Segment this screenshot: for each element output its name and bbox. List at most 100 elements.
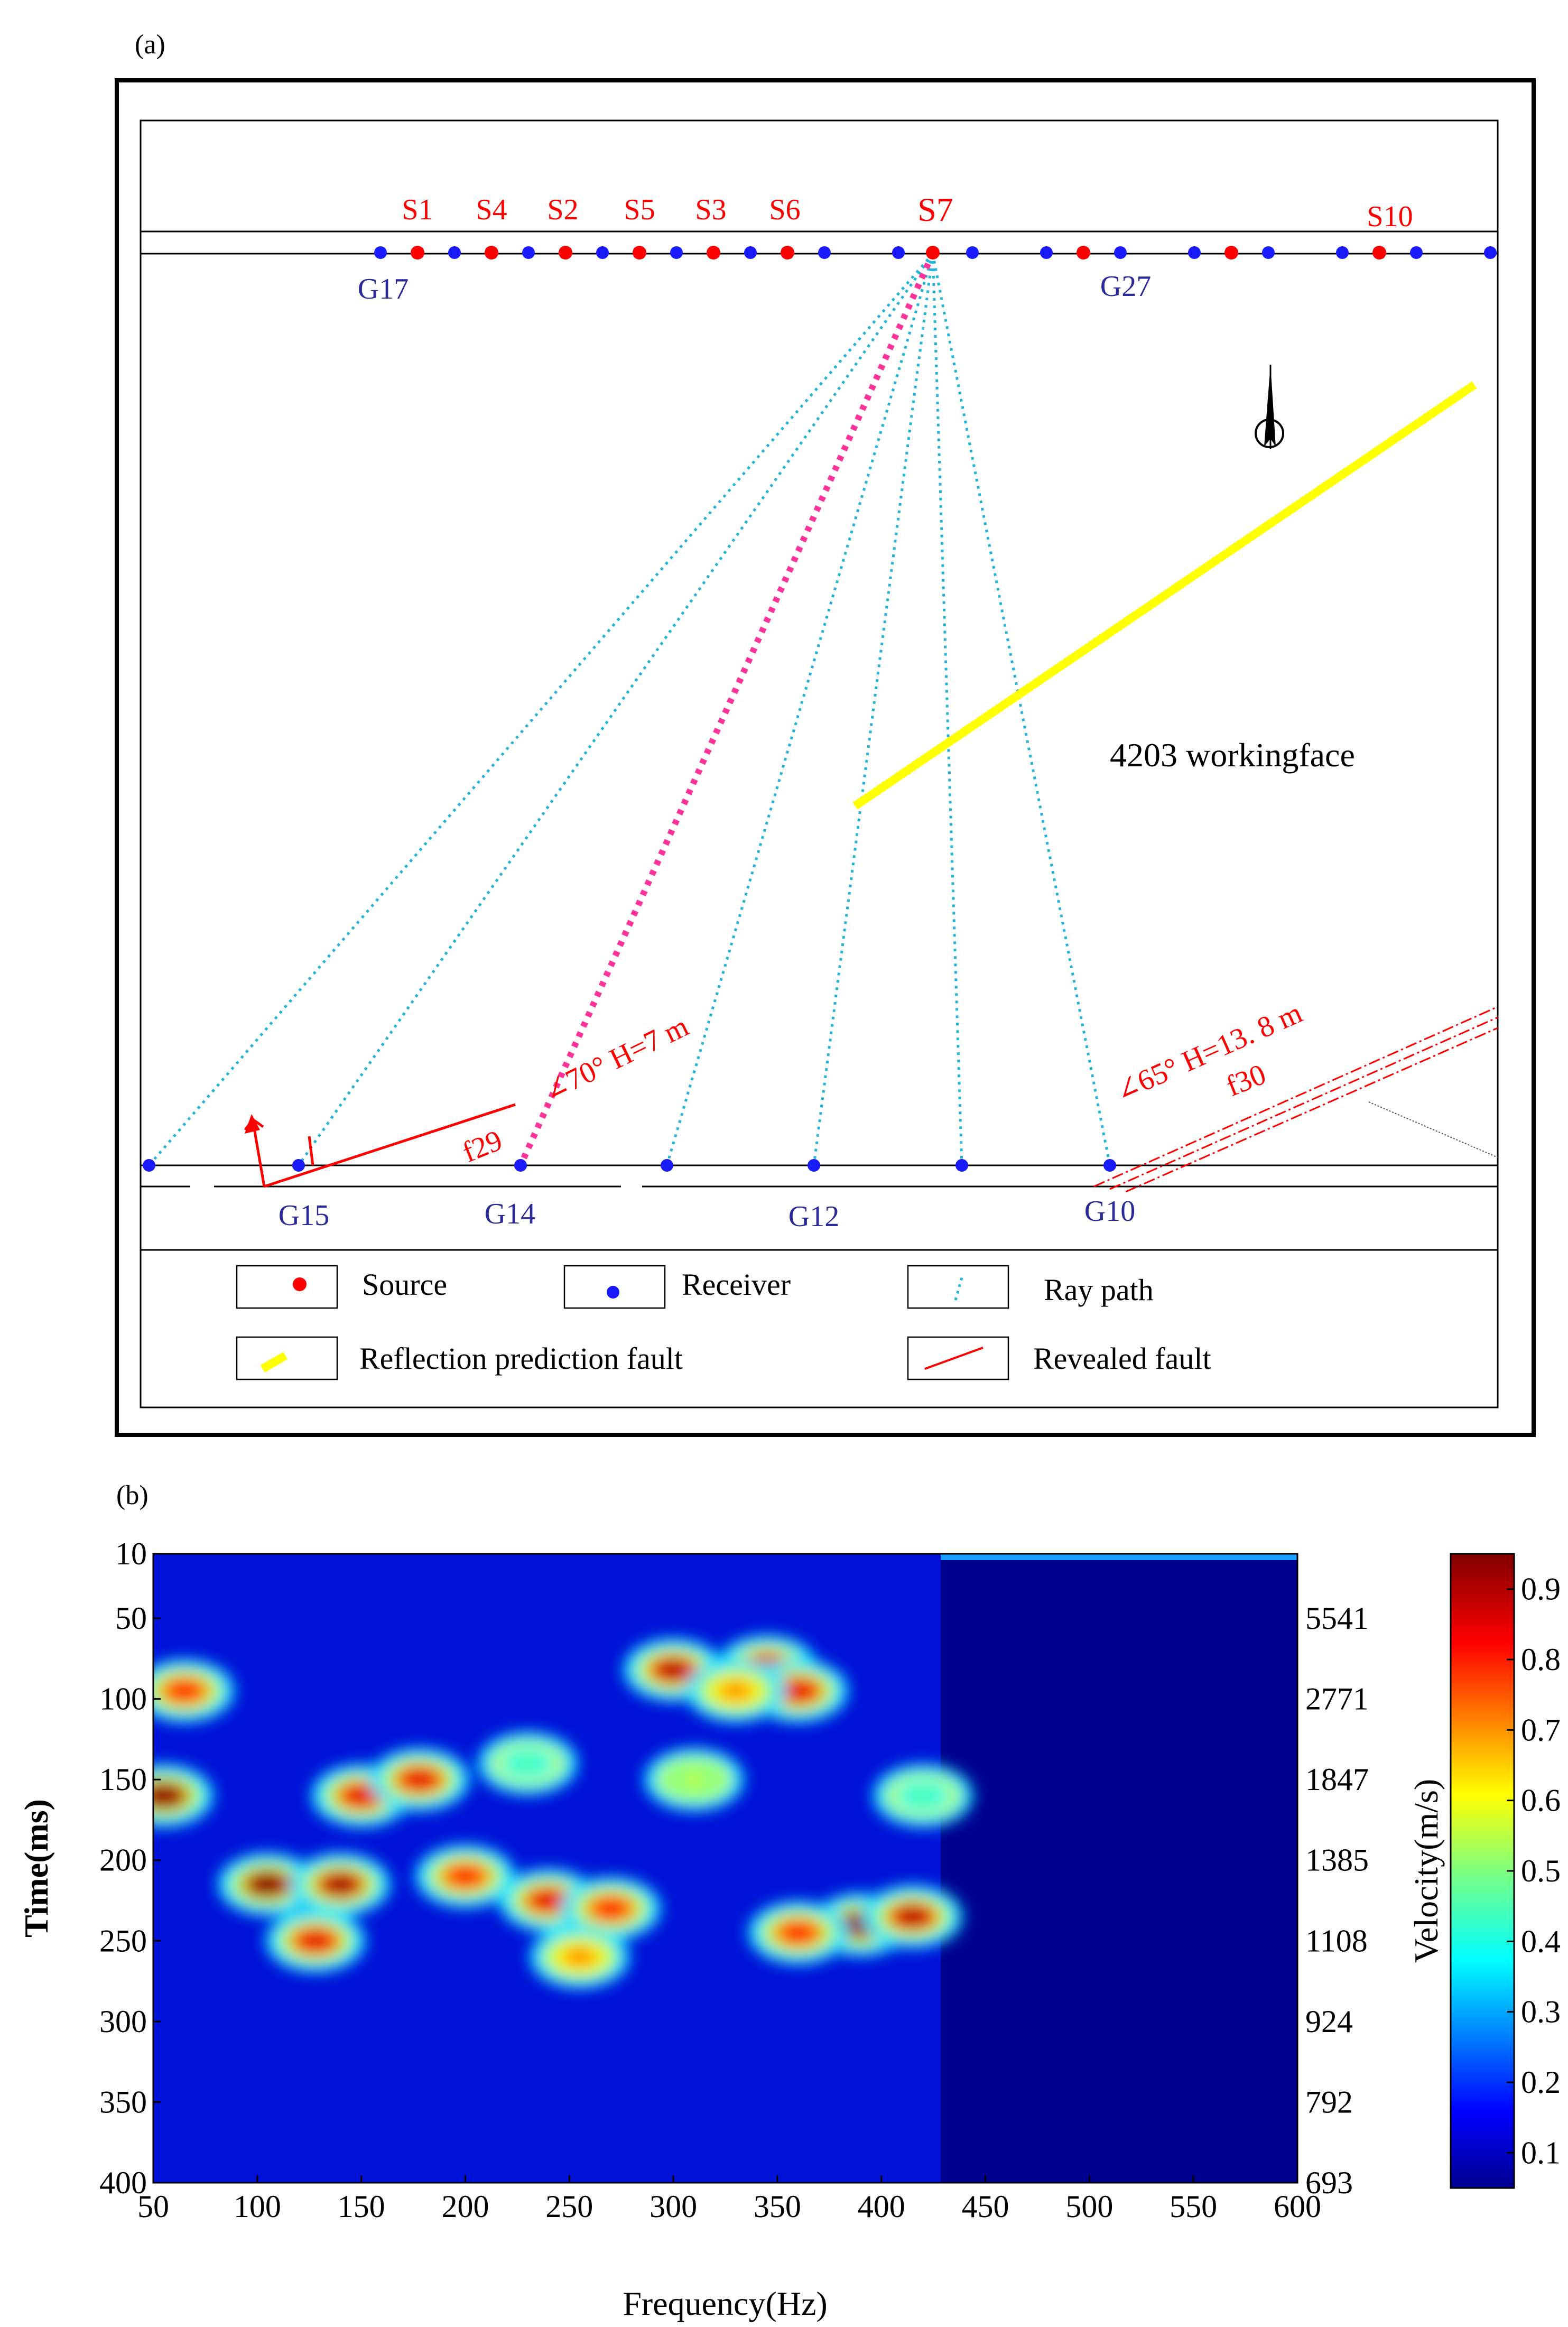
panel-b-label: (b) [116,1480,149,1510]
source-dot-s6 [781,246,794,259]
ray-path-g13 [665,253,934,1166]
label-s5: S5 [624,193,655,226]
source-dot-s7 [926,246,940,259]
receiver-dot [1410,246,1423,259]
ray-path-g11 [931,253,963,1166]
legend-raypath-icon [954,1273,964,1301]
colorbar-tick-label: 0.7 [1521,1712,1561,1747]
bottom-receivers [143,1159,1116,1172]
label-g12: G12 [788,1200,839,1233]
label-g14: G14 [485,1198,535,1230]
source-dot-s4 [485,246,498,259]
heatmap-hotspot [324,1875,357,1894]
heatmap-hotspot [153,1786,180,1805]
x-tick-label: 600 [1274,2189,1321,2224]
panel-a-label: (a) [135,30,165,60]
right-tick-label: 1108 [1305,1923,1368,1958]
right-tick-label: 1847 [1305,1762,1369,1797]
colorbar-tick-label: 0.9 [1521,1572,1561,1607]
source-dot-s2 [559,246,572,259]
x-tick-label: 150 [338,2189,385,2224]
receiver-dot [292,1159,305,1172]
receiver-dot [522,246,535,259]
source-dot-s10 [1372,246,1386,259]
colorbar-tick-label: 0.8 [1521,1642,1561,1677]
receiver-dot [808,1159,820,1172]
source-labels: S1 S4 S2 S5 S3 S6 S7 S10 [402,191,1413,233]
heatmap-hotspot [678,1770,710,1790]
label-s1: S1 [402,193,433,226]
colorbar-tick-label: 0.3 [1521,1995,1561,2029]
colorbar [1450,1553,1515,2189]
y-tick-label: 300 [99,2004,147,2039]
heatmap-hotspot [252,1875,284,1894]
receiver-dot [955,1159,968,1172]
receiver-dot [596,246,609,259]
receiver-dot [143,1159,155,1172]
ray-paths [148,253,1111,1166]
y-tick-label: 250 [99,1923,147,1958]
top-receivers [374,246,1497,259]
heatmap-hotspot [449,1867,481,1886]
label-s10: S10 [1367,200,1413,233]
heatmap-hotspot [907,1786,939,1805]
heatmap-hotspot [403,1770,435,1790]
right-tick-label: 924 [1305,2004,1353,2039]
x-tick-label: 450 [962,2189,1009,2224]
right-tick-label: 2771 [1305,1682,1369,1717]
heatmap-hotspot [345,1786,377,1805]
receiver-dot [661,1159,673,1172]
label-g17: G17 [358,273,409,305]
heatmap-hotspot [782,1923,814,1943]
legend-reflection-icon [260,1352,288,1373]
north-arrow-icon [1255,365,1284,449]
legend-reflection-box [236,1336,338,1380]
x-tick-label: 200 [441,2189,489,2224]
label-s7: S7 [917,191,953,228]
heatmap-top-band [941,1554,1297,1560]
receiver-dot [1336,246,1349,259]
legend-receiver-box [563,1265,666,1309]
legend-reflection-label: Reflection prediction fault [359,1341,683,1376]
spectrogram-chart: 50 100 150 200 250 300 350 400 450 500 550 600 10 50… [17,1536,1561,2322]
x-tick-label: 550 [1170,2189,1217,2224]
reflection-prediction-fault [852,381,1477,810]
receiver-dot [1103,1159,1116,1172]
legend-receiver-label: Receiver [682,1267,791,1302]
right-tick-label: 792 [1305,2084,1353,2119]
receiver-dot [514,1159,527,1172]
fault-f30 [1093,1006,1498,1193]
inner-frame [140,119,1499,1408]
top-sources [411,246,1386,259]
legend-raypath-label: Ray path [1044,1273,1154,1307]
f29-annotation: ∠70° H=7 m [539,1010,694,1108]
label-g10: G10 [1084,1195,1135,1228]
right-tick-label: 1385 [1305,1843,1369,1878]
heatmap-hotspot [512,1754,544,1773]
heatmap-hotspot [563,1947,596,1967]
colorbar-tick-label: 0.2 [1521,2065,1561,2100]
label-g27: G27 [1100,270,1151,303]
heatmap-layer [153,1554,1297,2183]
receiver-dot [1484,246,1497,259]
receiver-dot [670,246,683,259]
right-tick-label: 5541 [1305,1601,1369,1636]
heatmap-hotspot [169,1681,201,1701]
heatmap-hotspot [300,1931,332,1951]
f29-name: f29 [458,1124,507,1169]
receiver-dot [744,246,757,259]
legend-raypath-box [907,1265,1009,1309]
y-tick-label: 100 [99,1682,147,1717]
fault-f29-arrowhead [245,1114,260,1134]
legend-receiver-icon [607,1286,619,1299]
y-tick-label: 150 [99,1762,147,1797]
ray-path-g15 [297,253,934,1166]
legend-revealed-box [907,1336,1009,1380]
y-tick-label: 10 [115,1536,147,1571]
y-tick-label: 350 [99,2084,147,2119]
label-s3: S3 [695,193,726,226]
x-tick-label: 50 [137,2189,169,2224]
legend-source-label: Source [362,1267,447,1302]
receiver-dot [1188,246,1201,259]
receiver-dot [1262,246,1275,259]
